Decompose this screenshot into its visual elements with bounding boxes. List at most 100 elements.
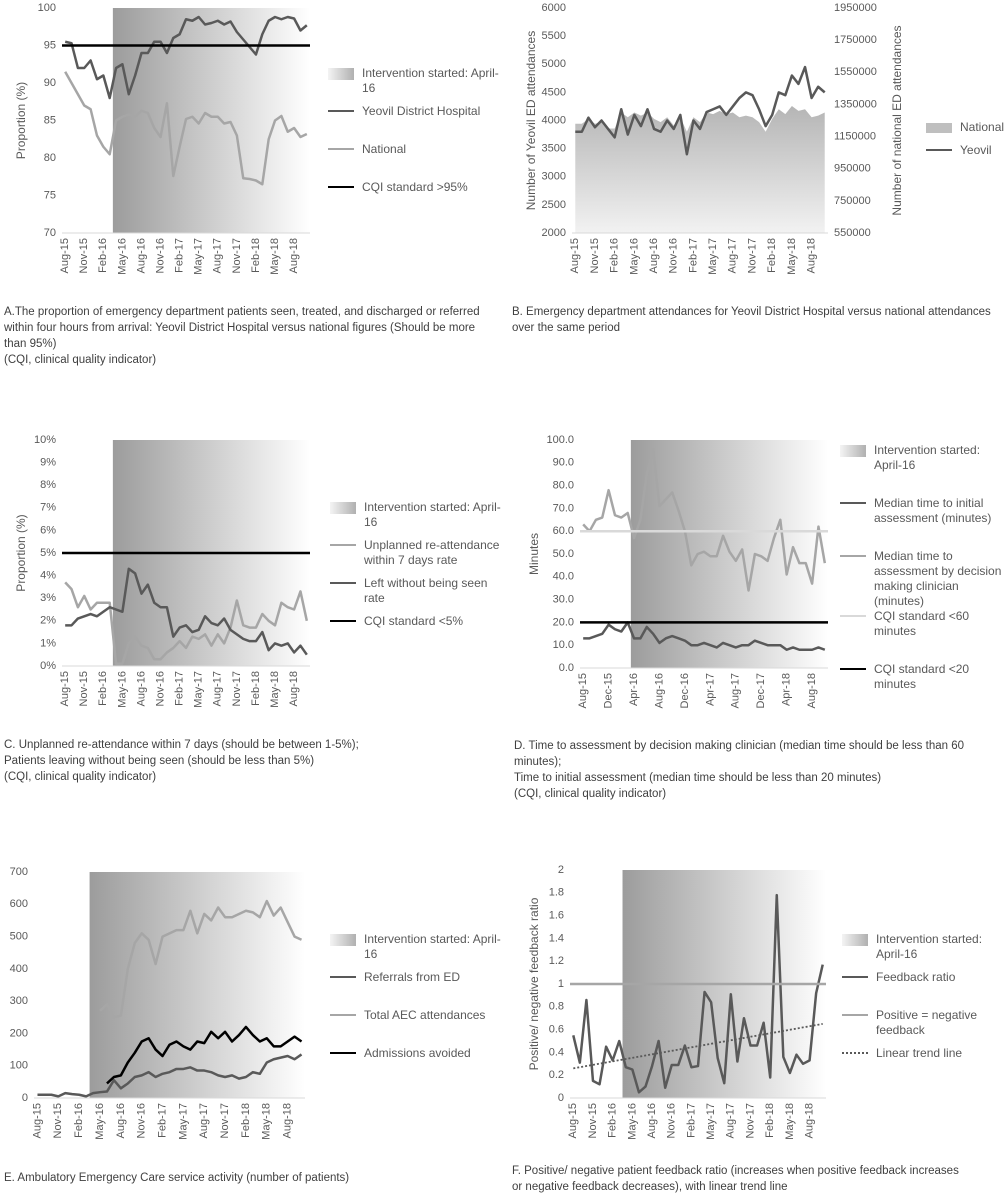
y-tick-label: 0.0	[559, 662, 574, 674]
y-tick-label: 0%	[40, 660, 56, 672]
x-tick-label: May-16	[626, 1103, 638, 1140]
legend-swatch	[328, 104, 354, 118]
y-tick-label: 100.0	[546, 434, 574, 446]
x-tick-label: Feb-18	[240, 1103, 252, 1138]
y2-tick-label: 1750000	[834, 34, 877, 46]
y-tick-label: 5%	[40, 547, 56, 559]
legend: National Yeovil	[926, 120, 1005, 166]
x-tick-label: Feb-16	[607, 1103, 619, 1138]
y-axis-title: Proportion (%)	[14, 514, 28, 591]
legend-item: Positive = negative feedback	[842, 1008, 1005, 1046]
legend-swatch-line	[330, 976, 356, 978]
y-tick-label: 75	[44, 189, 56, 201]
caption-line: Time to initial assessment (median time …	[514, 772, 882, 784]
y-tick-label: 3000	[542, 171, 566, 183]
y-tick-label: 8%	[40, 479, 56, 491]
x-tick-label: Aug-15	[31, 1103, 43, 1138]
legend-swatch	[330, 1008, 356, 1022]
legend-swatch	[330, 934, 356, 946]
legend-swatch	[330, 538, 356, 552]
y2-tick-label: 1550000	[834, 66, 877, 78]
y-tick-label: 2500	[542, 199, 566, 211]
legend-text: CQI standard <20 minutes	[874, 662, 970, 691]
legend-text: CQI standard <60 minutes	[874, 609, 970, 638]
x-tick-label: May-16	[94, 1103, 106, 1140]
y-tick-label: 4000	[542, 114, 566, 126]
caption-line: F. Positive/ negative patient feedback r…	[512, 1165, 959, 1177]
x-tick-label: Aug-16	[653, 673, 665, 708]
y-tick-label: 90.0	[553, 457, 574, 469]
caption-line: (CQI, clinical quality indicator)	[4, 354, 157, 366]
y-tick-label: 30.0	[553, 594, 574, 606]
y-tick-label: 6000	[542, 2, 566, 14]
legend-item: Yeovil District Hospital	[328, 104, 508, 142]
caption-line: over the same period	[512, 322, 621, 334]
y-tick-label: 9%	[40, 457, 56, 469]
x-tick-label: Dec-15	[603, 673, 615, 708]
legend: Intervention started: April-16 Median tim…	[840, 443, 1005, 715]
x-tick-label: Apr-16	[628, 673, 640, 706]
x-tick-label: May-16	[116, 671, 128, 708]
legend-swatch	[330, 614, 356, 628]
line-series	[583, 621, 826, 652]
x-tick-label: Nov-16	[666, 1103, 678, 1138]
legend-item: Yeovil	[926, 143, 1005, 166]
y-tick-label: 6%	[40, 524, 56, 536]
y-tick-label: 300	[10, 995, 28, 1007]
x-tick-label: Aug-17	[212, 671, 224, 706]
y-tick-label: 100	[38, 2, 56, 14]
y-tick-label: 10%	[34, 434, 56, 446]
x-tick-label: Feb-17	[687, 238, 699, 273]
x-tick-label: Aug-16	[135, 671, 147, 706]
legend-item: CQI standard <20 minutes	[840, 662, 1005, 715]
caption-line: D. Time to assessment by decision making…	[514, 740, 964, 752]
x-tick-label: May-16	[628, 238, 640, 275]
legend: Intervention started: April-16 Referrals …	[330, 932, 510, 1084]
x-tick-label: Aug-15	[569, 238, 581, 273]
y-tick-label: 700	[10, 866, 28, 878]
legend-text: Unplanned re-attendance within 7 days ra…	[364, 538, 500, 567]
legend-item: Intervention started: April-16	[328, 66, 508, 104]
y-tick-label: 1.2	[549, 955, 564, 967]
line-series	[37, 1053, 303, 1098]
x-tick-label: Nov-15	[589, 238, 601, 273]
legend-text: Intervention started: April-16	[364, 932, 501, 961]
legend: Intervention started: April-16 Unplanned …	[330, 500, 502, 652]
y2-tick-label: 1150000	[834, 130, 876, 142]
x-tick-label: Feb-17	[685, 1103, 697, 1138]
line-series	[99, 899, 303, 1019]
legend-item: National	[926, 120, 1005, 143]
y-tick-label: 80	[44, 152, 56, 164]
x-tick-label: May-17	[705, 1103, 717, 1140]
x-tick-label: May-18	[784, 1103, 796, 1140]
legend-swatch	[842, 934, 868, 946]
legend-swatch	[842, 970, 868, 984]
x-tick-label: Aug-17	[725, 1103, 737, 1138]
legend-swatch	[926, 123, 952, 133]
y-tick-label: 70.0	[553, 502, 574, 514]
legend-swatch-line	[330, 1052, 356, 1054]
x-tick-label: Aug-18	[805, 238, 817, 273]
x-tick-label: May-17	[177, 1103, 189, 1140]
legend-swatch	[330, 576, 356, 590]
legend-swatch-line	[840, 615, 866, 617]
legend-text: Intervention started: April-16	[364, 500, 501, 529]
y2-tick-label: 950000	[834, 163, 871, 175]
x-tick-label: May-18	[269, 238, 281, 275]
caption-line: A.The proportion of emergency department…	[4, 306, 480, 318]
legend-swatch-line	[328, 186, 354, 188]
x-tick-label: Nov-15	[587, 1103, 599, 1138]
legend-text: Intervention started: April-16	[874, 443, 981, 472]
legend-swatch-line	[330, 544, 356, 546]
x-tick-label: Dec-16	[679, 673, 691, 708]
x-tick-label: Aug-18	[806, 673, 818, 708]
x-tick-label: Nov-17	[231, 671, 243, 706]
x-tick-label: May-18	[269, 671, 281, 708]
legend-swatch	[840, 662, 866, 676]
y-tick-label: 0	[22, 1092, 28, 1104]
legend-swatch-line	[330, 620, 356, 622]
legend-swatch-line	[842, 976, 868, 978]
caption: C. Unplanned re-attendance within 7 days…	[4, 737, 504, 785]
x-tick-label: Feb-17	[156, 1103, 168, 1138]
x-tick-label: Feb-16	[97, 671, 109, 706]
